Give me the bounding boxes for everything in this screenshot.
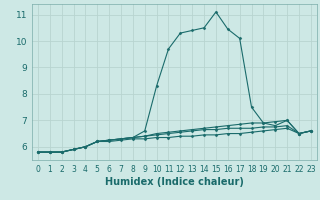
X-axis label: Humidex (Indice chaleur): Humidex (Indice chaleur)	[105, 177, 244, 187]
